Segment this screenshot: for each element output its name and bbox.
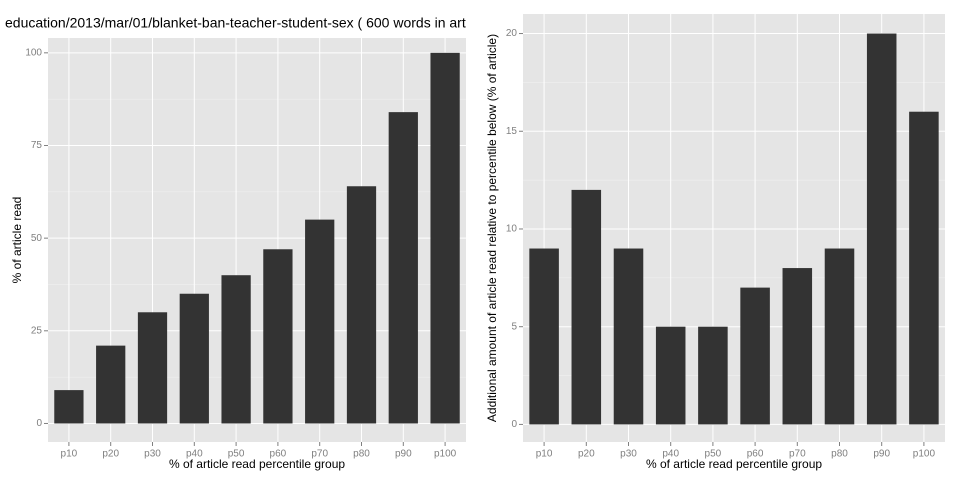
y-tick-label: 20	[506, 28, 518, 39]
x-tick-label: p30	[620, 449, 637, 460]
bar	[430, 52, 460, 424]
y-tick-label: 100	[25, 47, 42, 58]
x-tick-label: p90	[395, 449, 412, 460]
bar	[909, 111, 939, 425]
x-tick-label: p80	[831, 449, 848, 460]
y-axis-label: Additional amount of article read relati…	[485, 34, 499, 422]
bar	[137, 312, 168, 424]
y-axis-label: % of article read	[10, 197, 24, 284]
x-tick-label: p10	[536, 449, 553, 460]
x-tick-label: p40	[186, 449, 203, 460]
x-tick-label: p70	[789, 449, 806, 460]
x-tick-label: p60	[270, 449, 287, 460]
bar	[305, 219, 335, 424]
y-tick-label: 75	[31, 140, 43, 151]
chart-title: education/2013/mar/01/blanket-ban-teache…	[5, 15, 466, 31]
bar	[866, 33, 897, 425]
x-tick-label: p60	[747, 449, 764, 460]
y-tick-label: 15	[506, 126, 518, 137]
x-tick-label: p30	[144, 449, 161, 460]
y-tick-label: 0	[36, 418, 42, 429]
x-tick-label: p90	[873, 449, 890, 460]
x-tick-label: p100	[913, 449, 936, 460]
x-axis-label: % of article read percentile group	[169, 457, 345, 471]
x-tick-label: p20	[578, 449, 595, 460]
chart: 0 25 50 75 100 p10 p20 p30 p40 p50 p60 p70 p80 p90 p10…	[5, 15, 466, 471]
x-tick-label: p50	[228, 449, 245, 460]
x-axis-label: % of article read percentile group	[646, 457, 822, 471]
y-tick-label: 5	[511, 321, 517, 332]
x-tick-label: p50	[705, 449, 722, 460]
x-tick-label: p100	[434, 449, 457, 460]
chart: 0 5 10 15 20 p10 p20 p30 p40 p50 p60 p70 p80 p90 p100%…	[485, 14, 945, 471]
x-tick-label: p70	[311, 449, 328, 460]
bar	[388, 112, 418, 424]
bar	[263, 249, 293, 424]
bar	[698, 326, 728, 425]
bar	[571, 189, 602, 425]
x-tick-label: p10	[61, 449, 78, 460]
bar	[529, 248, 559, 425]
bar	[221, 275, 251, 424]
bar	[740, 287, 770, 425]
y-tick-label: 10	[506, 224, 518, 235]
bar	[824, 248, 855, 425]
bar	[782, 268, 813, 425]
x-tick-label: p40	[662, 449, 679, 460]
bar	[96, 345, 126, 424]
bar	[346, 186, 377, 424]
bar	[655, 326, 686, 425]
x-tick-label: p80	[353, 449, 370, 460]
bar	[179, 293, 209, 424]
y-tick-label: 50	[31, 233, 43, 244]
y-tick-label: 25	[31, 325, 43, 336]
x-tick-label: p20	[102, 449, 119, 460]
bar	[54, 390, 84, 424]
y-tick-label: 0	[511, 419, 517, 430]
bar	[613, 248, 644, 425]
